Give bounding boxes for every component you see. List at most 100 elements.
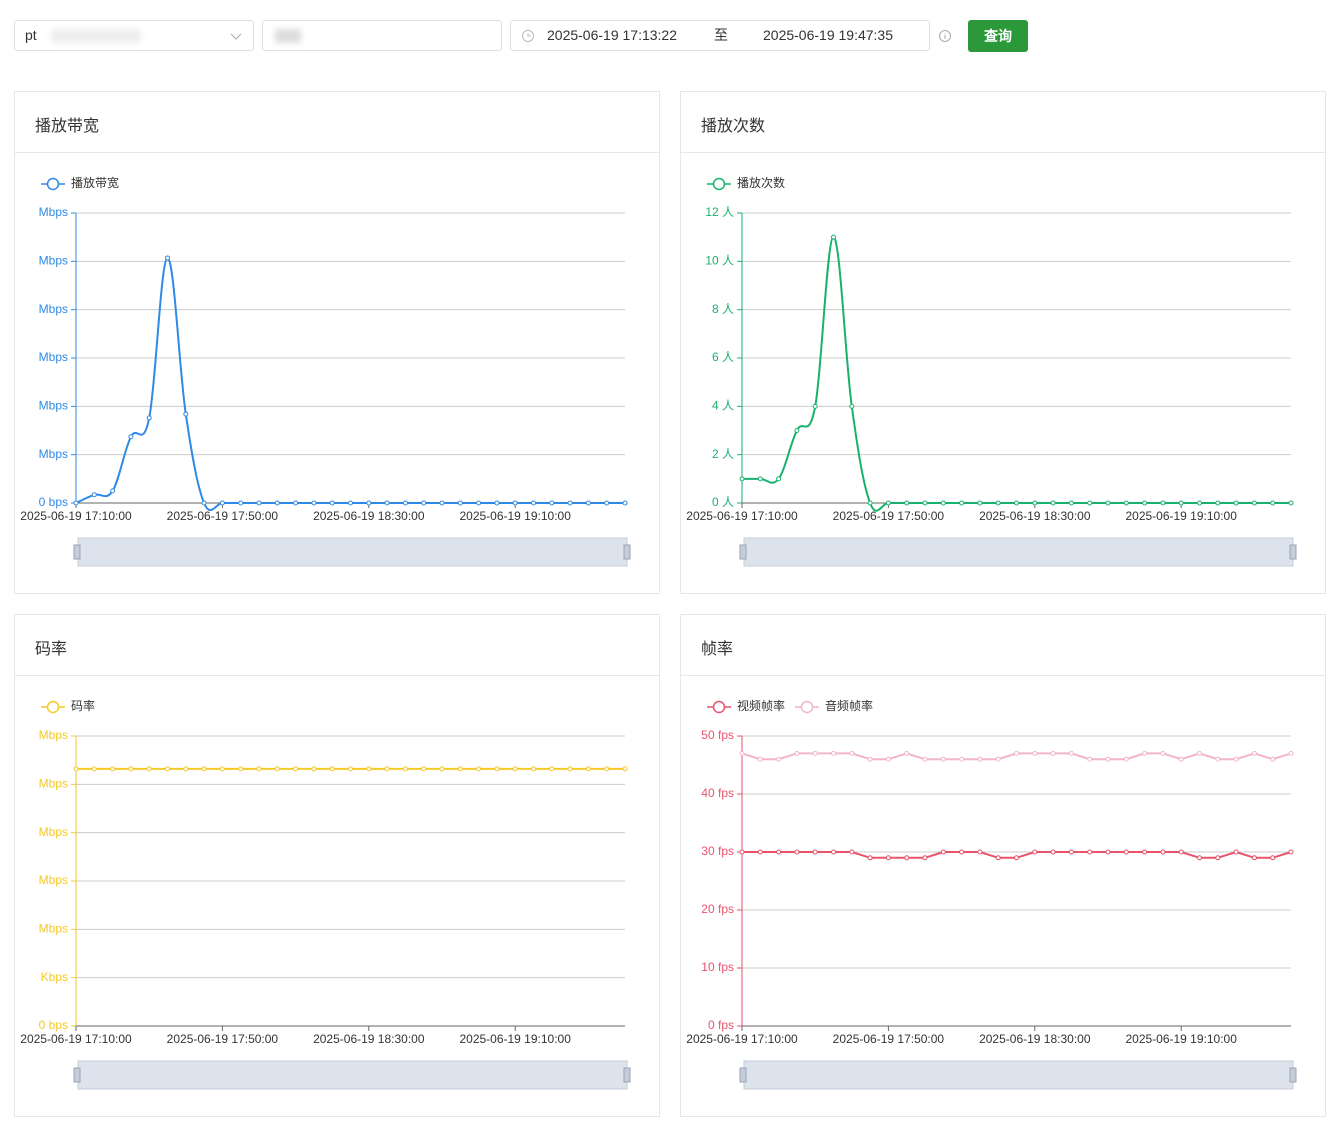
select[interactable]: pt (14, 20, 254, 51)
data-point (274, 500, 280, 506)
data-point (1014, 750, 1019, 756)
y-tick-label: Mbps (39, 254, 68, 268)
data-point (128, 766, 134, 772)
data-point (1032, 500, 1038, 506)
data-point (256, 766, 262, 772)
zoom-handle (739, 544, 747, 560)
chart-panel: 码率 0 bps Kbps Mbps Mbps Mbps Mbps Mbps 2025-06-1… (14, 614, 660, 1117)
data-point (384, 500, 390, 506)
data-point (867, 500, 873, 506)
data-point (585, 766, 591, 772)
data-point (622, 500, 628, 506)
separator: 至 (714, 27, 728, 43)
data-point (757, 756, 763, 762)
data-point (1288, 500, 1294, 506)
data-point (494, 766, 500, 772)
input[interactable] (262, 20, 502, 51)
y-tick-label: Mbps (39, 302, 68, 316)
zoom-handle (623, 1067, 631, 1083)
data-point (757, 476, 763, 482)
y-tick-label: 0 bps (39, 495, 68, 509)
data-point (1032, 849, 1038, 855)
data-point (922, 756, 928, 762)
clock-icon (522, 30, 534, 42)
data-point (1032, 750, 1038, 756)
data-point (604, 500, 610, 506)
x-tick-label: 2025-06-19 17:10:00 (686, 1032, 798, 1046)
divider (681, 675, 1325, 676)
zoom-slider (743, 1060, 1294, 1090)
x-tick-label: 2025-06-19 17:10:00 (686, 509, 798, 523)
data-point (311, 500, 317, 506)
data-point (1251, 855, 1257, 861)
y-tick-label: Mbps (39, 447, 68, 461)
data-point (366, 500, 372, 506)
data-point (1178, 500, 1184, 506)
legend-marker (800, 700, 814, 714)
data-point (1087, 849, 1093, 855)
data-point (329, 766, 335, 772)
data-point (421, 500, 427, 506)
legend-marker (46, 700, 60, 714)
data-point (1178, 849, 1184, 855)
divider (15, 675, 659, 676)
data-point (1142, 849, 1148, 855)
data-point (439, 766, 445, 772)
y-tick-label: 0 bps (39, 1018, 68, 1032)
data-point (293, 500, 299, 506)
data-point (940, 849, 946, 855)
data-point (91, 492, 97, 498)
y-tick-label: 4 人 (712, 399, 734, 413)
y-tick-label: 50 fps (701, 728, 734, 742)
data-point (885, 756, 891, 762)
zoom-handle (623, 544, 631, 560)
data-point (794, 849, 800, 855)
data-point (1251, 750, 1257, 756)
y-tick-label: 2 人 (712, 447, 734, 461)
select-text: pt (25, 27, 37, 43)
data-point (904, 750, 910, 756)
data-point (457, 500, 463, 506)
x-tick-label: 2025-06-19 17:50:00 (833, 1032, 945, 1046)
x-tick-label: 2025-06-19 19:10:00 (459, 509, 571, 523)
data-point (439, 500, 445, 506)
x-tick-label: 2025-06-19 19:10:00 (1125, 509, 1237, 523)
data-point (146, 415, 152, 421)
data-point (256, 500, 262, 506)
query-button[interactable]: 查询 (968, 20, 1028, 52)
data-point (739, 476, 745, 482)
data-point (885, 500, 891, 506)
panel-title: 码率 (35, 641, 68, 658)
info-icon[interactable] (938, 29, 952, 43)
zoom-handle (1289, 544, 1297, 560)
data-point (549, 766, 555, 772)
data-point (831, 849, 836, 855)
y-tick-label: 30 fps (701, 844, 734, 858)
y-tick-label: 12 人 (705, 205, 734, 219)
divider (681, 152, 1325, 153)
y-tick-label: Mbps (39, 825, 68, 839)
data-point (812, 849, 818, 855)
data-point (146, 766, 152, 772)
date-range[interactable]: 2025-06-19 17:13:22 至 2025-06-19 19:47:3… (510, 20, 930, 51)
data-point (219, 500, 225, 506)
data-point (585, 500, 591, 506)
data-point (1105, 756, 1111, 762)
legend-label: 播放带宽 (71, 175, 119, 190)
chart: 0 人 2 人 4 人 6 人 8 人 10 人 12 人 2025-06-19 17:10:… (686, 175, 1297, 567)
x-tick-label: 2025-06-19 17:10:00 (20, 509, 132, 523)
data-point (849, 750, 855, 756)
data-point (110, 488, 116, 494)
data-point (348, 500, 353, 506)
data-point (238, 766, 244, 772)
y-tick-label: 8 人 (712, 302, 734, 316)
data-point (494, 500, 500, 506)
data-point (531, 766, 536, 772)
x-tick-label: 2025-06-19 18:30:00 (313, 509, 425, 523)
data-point (1233, 849, 1239, 855)
y-tick-label: Mbps (39, 873, 68, 887)
data-point (531, 500, 536, 506)
data-point (776, 756, 782, 762)
legend-label: 音频帧率 (825, 698, 873, 713)
